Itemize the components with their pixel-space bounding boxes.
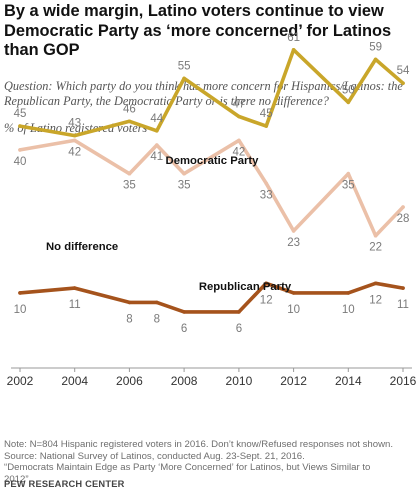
survey-question: Question: Which party do you think has m… [4,79,403,108]
no-difference-data-label: 33 [260,189,273,201]
republican-party-data-label: 10 [342,304,355,316]
democratic-party-point [182,76,186,81]
democratic-party-point [127,119,132,124]
republican-party-point [182,310,186,314]
source-line: Source: National Survey of Latinos, cond… [4,450,305,462]
democratic-party-point [264,124,269,128]
no-difference-data-label: 42 [68,146,81,158]
republican-party-point [264,281,269,286]
no-difference-data-label: 28 [397,213,410,225]
report-title-line-1: “Democrats Maintain Edge as Party ‘More … [4,462,371,474]
x-tick-label: 2002 [7,374,34,388]
democratic-party-data-label: 45 [260,108,273,120]
x-tick-label: 2012 [280,374,307,388]
democratic-party-data-label: 61 [287,32,300,44]
no-difference-data-label: 35 [123,180,136,192]
democratic-party-point [18,124,22,128]
x-tick-label: 2006 [116,374,143,388]
democratic-party-data-label: 45 [14,108,27,120]
democratic-party-point [291,48,296,52]
no-difference-point [346,171,351,176]
democratic-party-data-label: 54 [397,65,410,77]
republican-party-point [401,286,405,290]
republican-party-data-label: 10 [14,304,27,316]
x-tick-label: 2010 [226,374,253,388]
no-difference-point [18,148,22,152]
republican-party-point [155,300,159,305]
republican-party-data-label: 8 [126,313,132,325]
republican-party-point [373,281,378,286]
no-difference-series-name: No difference [46,241,118,253]
no-difference-point [237,138,241,143]
no-difference-point [291,229,296,233]
no-difference-point [182,171,186,176]
democratic-party-data-label: 55 [178,60,191,72]
republican-party-point [72,286,77,290]
democratic-party-data-label: 44 [150,113,163,125]
republican-party-data-label: 8 [154,313,160,325]
no-difference-point [264,181,269,186]
democratic-party-data-label: 46 [123,103,136,115]
no-difference-point [373,233,378,238]
democratic-party-series-name: Democratic Party [166,155,260,167]
no-difference-point [155,143,159,147]
no-difference-data-label: 35 [342,180,355,192]
republican-party-data-label: 11 [397,299,409,311]
no-difference-data-label: 42 [233,146,246,158]
republican-party-point [237,310,241,314]
democratic-party-point [346,100,351,105]
democratic-party-data-label: 50 [342,84,355,96]
no-difference-data-label: 22 [369,242,382,254]
no-difference-data-label: 41 [150,151,163,163]
x-tick-label: 2016 [390,374,417,388]
source-organization: PEW RESEARCH CENTER [4,479,125,489]
no-difference-point [401,205,405,209]
chart-notes: Note: N=804 Hispanic registered voters i… [4,439,418,485]
democratic-party-point [72,133,77,138]
democratic-party-point [373,57,378,62]
chart-title: By a wide margin, Latino voters continue… [4,2,392,59]
republican-party-data-label: 6 [181,323,187,335]
democratic-party-point [237,114,241,119]
republican-party-data-label: 12 [260,294,273,306]
data-labels: 45 43 46 44 55 47 45 61 50 59 54 40 42 35 41 35 42 33 23 35… [14,32,410,335]
republican-party-series-name: Republican Party [199,281,292,293]
republican-party-point [291,291,296,295]
republican-party-data-label: 6 [236,323,242,335]
democratic-party-data-label: 59 [369,41,382,53]
report-title-line-2: 2012” [4,473,29,485]
democratic-party-point [155,129,159,133]
no-difference-data-label: 35 [178,180,191,192]
republican-party-point [18,291,22,295]
note-line: Note: N=804 Hispanic registered voters i… [4,439,394,450]
republican-party-data-label: 10 [287,304,300,316]
republican-party-point [346,291,351,295]
republican-party-data-label: 12 [369,294,382,306]
no-difference-data-label: 40 [14,156,27,168]
series-lines [18,47,405,314]
x-tick-label: 2008 [171,374,198,388]
democratic-party-point [401,81,405,85]
series-name-labels: Democratic Party No difference Republican … [46,155,292,293]
no-difference-data-label: 23 [287,237,300,249]
democratic-party-data-label: 47 [233,99,246,111]
no-difference-point [72,138,77,143]
no-difference-point [127,171,132,176]
x-tick-label: 2004 [61,374,88,388]
republican-party-point [127,300,132,305]
democratic-party-data-label: 43 [68,118,81,130]
x-tick-label: 2014 [335,374,362,388]
republican-party-data-label: 11 [69,299,81,311]
x-axis-ticks: 2002 2004 2006 2008 2010 2012 2014 2016 [7,368,417,388]
